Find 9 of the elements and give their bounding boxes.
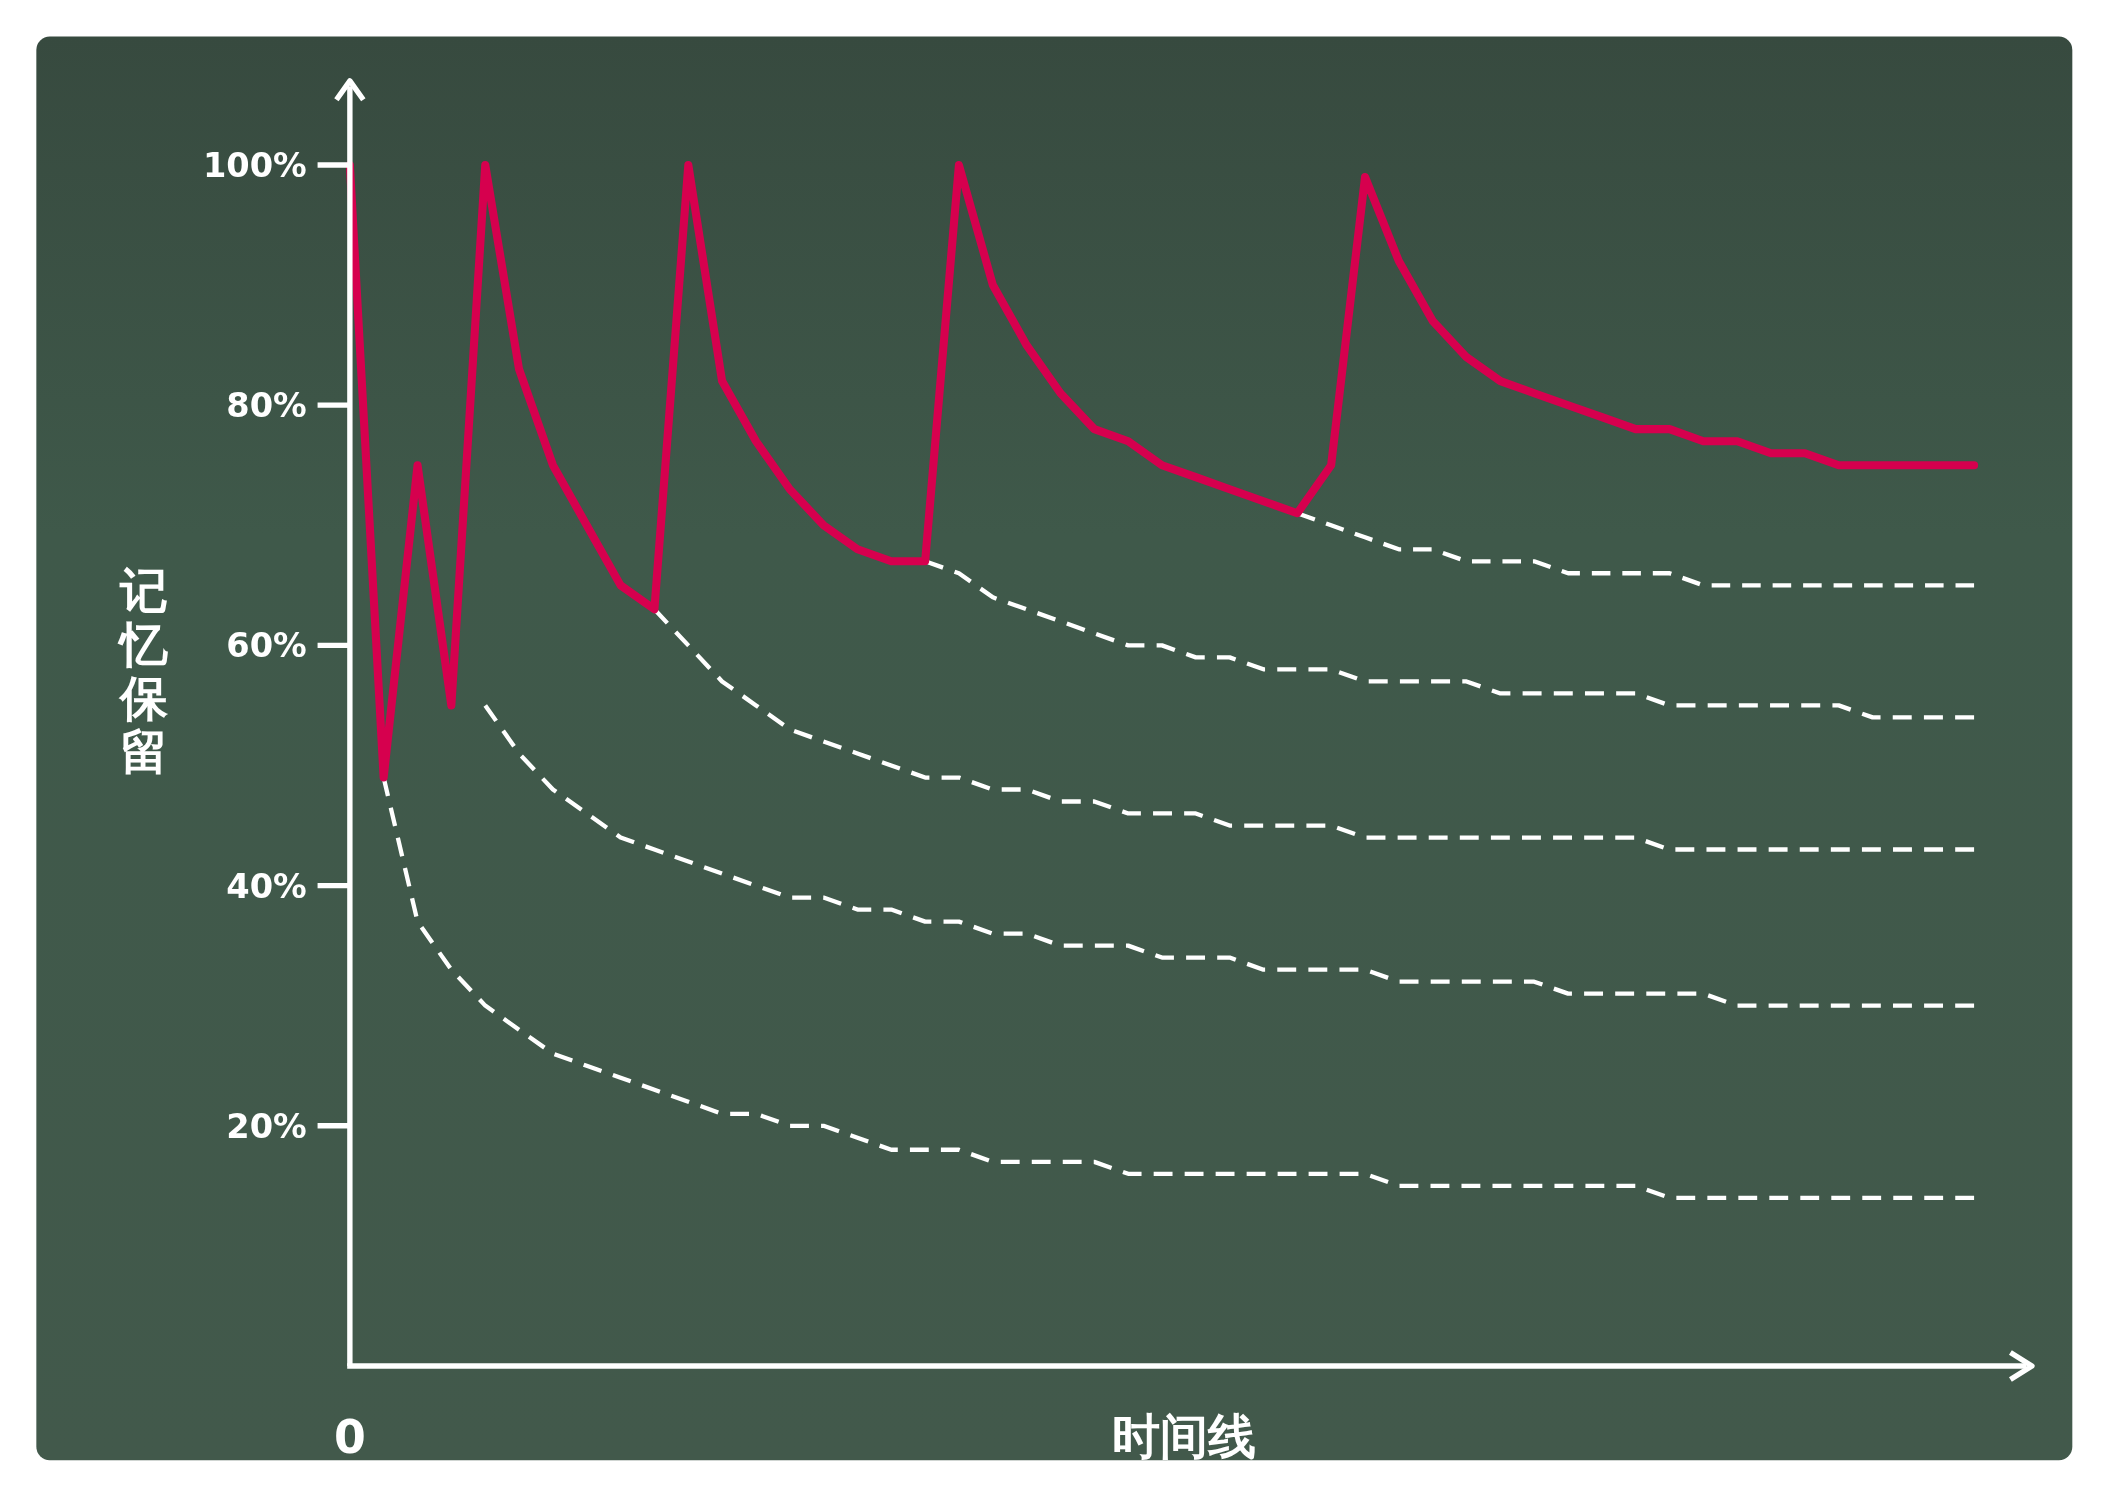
y-axis-title: 记忆保留 (116, 562, 169, 780)
x-axis-title: 时间线 (1112, 1408, 1257, 1465)
line-series (483, 703, 1977, 1008)
y-tick-label: 40% (226, 866, 307, 906)
y-tick-label: 20% (226, 1106, 307, 1146)
y-tick-label: 80% (226, 386, 307, 426)
y-tick-label: 60% (226, 626, 307, 666)
x-tick-label: 0 (333, 1411, 366, 1465)
y-tick-label: 100% (202, 146, 307, 186)
